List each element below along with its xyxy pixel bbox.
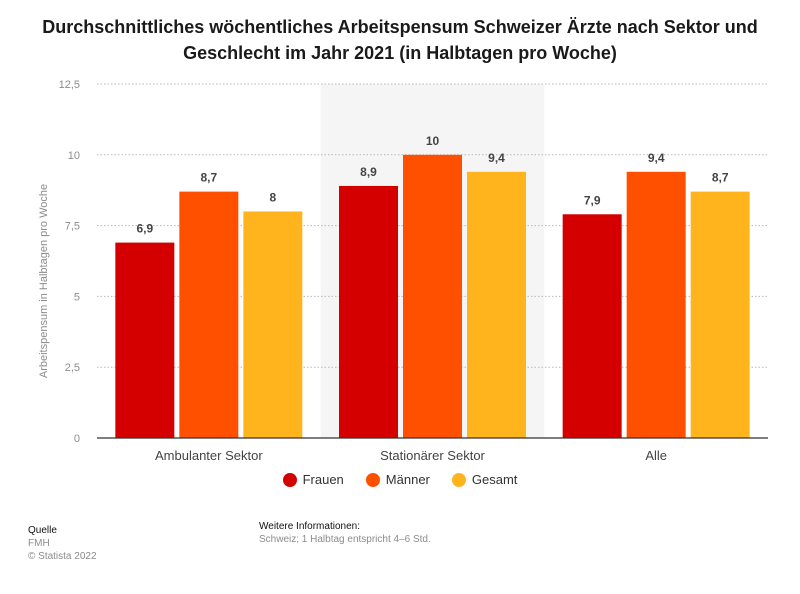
info-block: Weitere Informationen: Schweiz; 1 Halbta…: [259, 520, 431, 546]
legend-item[interactable]: Männer: [365, 472, 430, 487]
data-label: 10: [426, 134, 440, 148]
bar-männer: [626, 171, 686, 439]
legend-item[interactable]: Gesamt: [451, 472, 518, 487]
legend-item[interactable]: Frauen: [282, 472, 344, 487]
bar-männer: [179, 191, 239, 438]
category-label: Ambulanter Sektor: [155, 448, 263, 463]
legend-swatch: [282, 472, 297, 487]
legend-label: Gesamt: [471, 472, 518, 487]
y-tick-label: 12,5: [59, 79, 80, 91]
data-label: 8,7: [712, 171, 729, 185]
bar-männer: [403, 154, 462, 439]
data-label: 6,9: [136, 222, 153, 236]
source-heading: Quelle: [28, 525, 57, 536]
data-label: 7,9: [584, 193, 601, 207]
y-axis-title: Arbeitspensum in Halbtagen pro Woche: [38, 184, 50, 378]
source-name: FMH: [28, 538, 50, 549]
bar-frauen: [339, 185, 398, 438]
chart-title: Durchschnittliches wöchentliches Arbeits…: [42, 17, 758, 63]
bar-frauen: [562, 214, 622, 438]
data-label: 8: [269, 190, 276, 204]
legend-label: Männer: [385, 472, 430, 487]
y-tick-label: 2,5: [65, 362, 80, 374]
category-label: Alle: [645, 448, 667, 463]
data-label: 8,9: [360, 165, 377, 179]
legend-swatch: [451, 472, 466, 487]
bar-gesamt: [467, 171, 526, 439]
legend-label: Frauen: [302, 472, 344, 487]
data-label: 8,7: [200, 171, 217, 185]
y-tick-label: 0: [74, 433, 80, 445]
source-block: Quelle FMH © Statista 2022: [28, 524, 97, 563]
chart-legend: Frauen Männer Gesamt: [0, 472, 800, 487]
legend-swatch: [365, 472, 380, 487]
category-label: Stationärer Sektor: [380, 448, 485, 463]
y-tick-label: 5: [74, 291, 80, 303]
y-tick-label: 10: [68, 150, 80, 162]
data-label: 9,4: [648, 151, 665, 165]
bar-gesamt: [243, 211, 303, 438]
data-label: 9,4: [488, 151, 505, 165]
info-heading: Weitere Informationen:: [259, 521, 360, 532]
bar-gesamt: [690, 191, 750, 438]
copyright-text: © Statista 2022: [28, 551, 97, 562]
info-text: Schweiz; 1 Halbtag entspricht 4–6 Std.: [259, 534, 431, 545]
y-tick-label: 7,5: [65, 221, 80, 233]
bar-frauen: [115, 242, 175, 438]
